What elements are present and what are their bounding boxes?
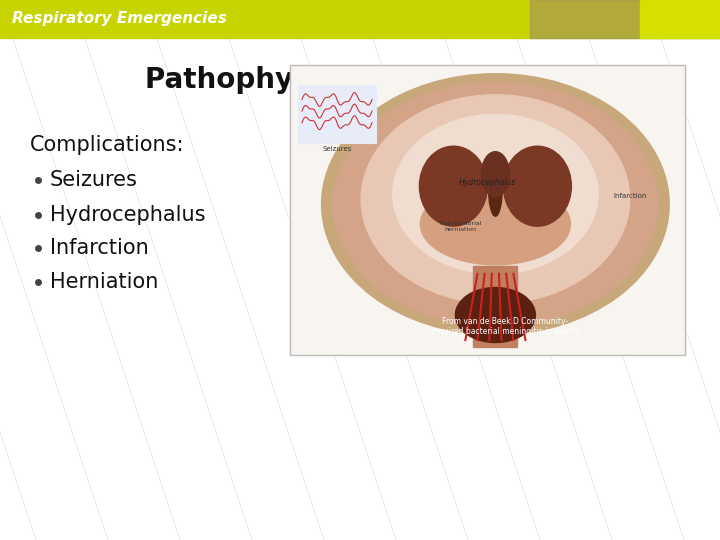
Text: Complications:: Complications:: [30, 135, 184, 155]
Text: Seizures: Seizures: [323, 146, 351, 152]
Ellipse shape: [333, 83, 657, 326]
Ellipse shape: [322, 73, 669, 335]
Ellipse shape: [361, 95, 630, 303]
Bar: [640, 0, 720, 38]
Ellipse shape: [455, 287, 536, 342]
Ellipse shape: [392, 114, 598, 274]
Text: Infarction: Infarction: [613, 193, 647, 206]
Ellipse shape: [420, 184, 570, 265]
Text: Seizures: Seizures: [50, 170, 138, 190]
Ellipse shape: [488, 156, 503, 216]
Text: Meningitis: Meningitis: [288, 94, 452, 122]
Text: From van de Beek D Community-: From van de Beek D Community-: [442, 316, 569, 326]
Ellipse shape: [419, 146, 487, 226]
Bar: [290, 65, 685, 355]
Bar: [530, 0, 720, 38]
Text: Hydrocephalus: Hydrocephalus: [459, 178, 516, 187]
Bar: [290, 65, 685, 355]
Bar: [474, 266, 518, 347]
Ellipse shape: [503, 146, 572, 226]
Text: Transtentorial
herniation: Transtentorial herniation: [438, 221, 482, 232]
Text: acquired bacterial meningitis in adults.: acquired bacterial meningitis in adults.: [430, 327, 581, 335]
Text: Hydrocephalus: Hydrocephalus: [50, 205, 205, 225]
Bar: [298, 85, 376, 143]
Text: Pathophysiology of Bacterial: Pathophysiology of Bacterial: [145, 66, 595, 94]
Text: Herniation: Herniation: [50, 272, 158, 292]
Ellipse shape: [482, 152, 510, 197]
Text: Infarction: Infarction: [50, 238, 149, 258]
Text: Respiratory Emergencies: Respiratory Emergencies: [12, 11, 227, 26]
Bar: [0, 0, 720, 38]
